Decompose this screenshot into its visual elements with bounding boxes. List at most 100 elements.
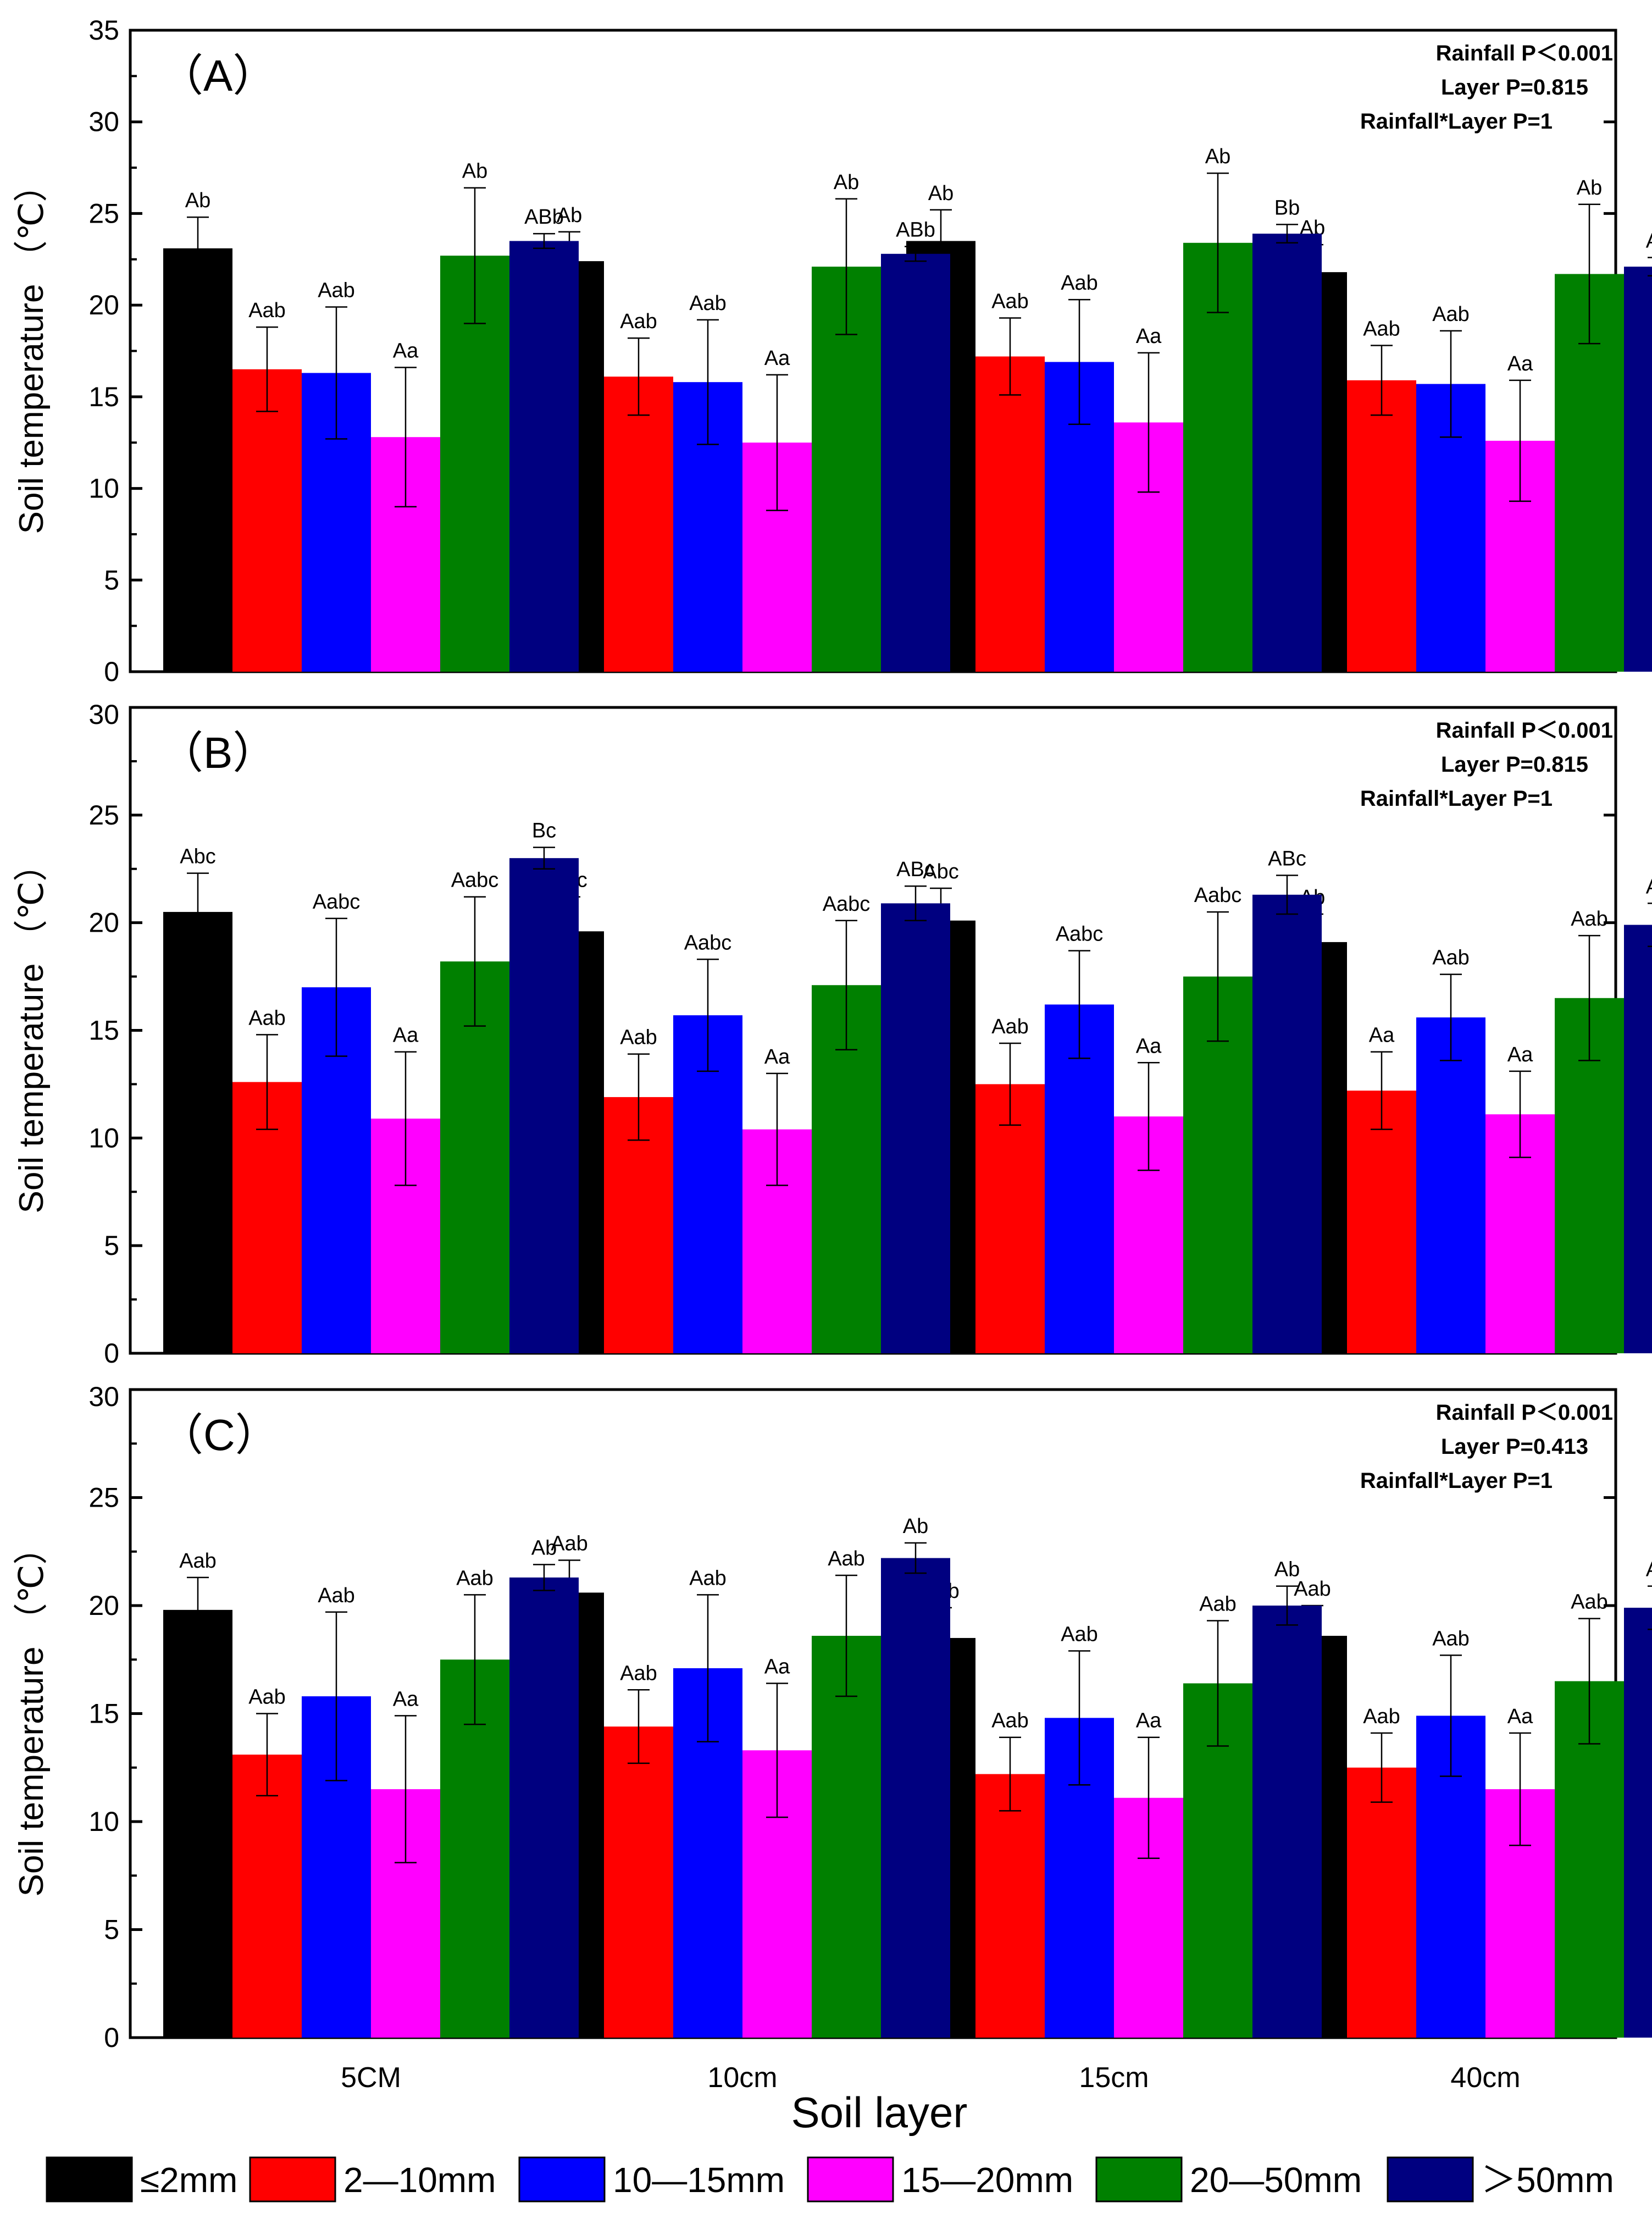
x-tick-label: 5CM [341,2062,401,2094]
y-tick-label: 20 [88,290,119,320]
y-tick-label: 35 [88,15,119,46]
y-tick-label: 15 [88,1698,119,1729]
y-tick-label: 25 [88,1482,119,1513]
significance-label: Aab [248,299,286,322]
bar [1252,1606,1322,2038]
significance-label: Aab [179,1550,217,1573]
significance-label: Aab [248,1006,286,1030]
significance-label: Aabc [313,890,361,914]
y-tick-label: 0 [104,656,119,687]
x-axis-title: Soil layer [791,2088,968,2137]
significance-label: Aab [620,310,657,333]
significance-label: Aab [318,1584,355,1607]
y-tick-label: 30 [88,107,119,137]
y-tick-label: 5 [104,565,119,595]
y-tick-label: 30 [88,699,119,730]
significance-label: Aa [1136,1034,1162,1058]
bar [440,256,509,672]
y-axis-title: Soil temperature （℃） [13,848,51,1214]
chart-panel-0: 0 5 10 15 20 25 30 35 Soil temperature （℃） （A） Rai… [13,15,1652,687]
stat-annotation: Rainfall P＜0.001 [1436,41,1613,65]
legend-label: ≤2mm [140,2160,237,2200]
panel-label: （B） [159,728,276,777]
bar [163,248,232,672]
stat-annotation: Rainfall*Layer P=1 [1360,787,1553,811]
y-axis-title: Soil temperature （℃） [13,1531,51,1897]
significance-label: Aabc [451,869,499,892]
significance-label: Ab [462,160,487,183]
legend-label: 15—20mm [901,2160,1073,2200]
legend-label: 2—10mm [343,2160,496,2200]
significance-label: Aa [764,347,790,370]
significance-label: Aab [620,1026,657,1049]
significance-label: Aab [1061,1623,1098,1646]
bar [1347,1767,1416,2038]
stat-annotation: Rainfall*Layer P=1 [1360,1469,1553,1493]
stat-annotation: Layer P=0.815 [1441,752,1588,777]
significance-label: Aab [1363,317,1400,340]
bar [232,369,302,672]
bar [509,241,579,672]
panel-label: （C） [159,1410,279,1459]
bar [881,903,950,1353]
y-tick-label: 25 [88,198,119,229]
significance-label: Aa [393,1687,419,1711]
bar [881,253,950,672]
panel-label: （A） [159,51,276,100]
legend-swatch [807,2156,894,2203]
significance-label: Aa [1136,1709,1162,1733]
significance-label: Aa [764,1655,790,1678]
significance-label: Aab [248,1686,286,1709]
significance-label: Ab [1646,875,1652,898]
significance-label: Aab [1432,947,1470,970]
significance-label: Aa [1507,1705,1533,1728]
significance-label: Aa [393,1024,419,1047]
y-tick-label: 20 [88,907,119,938]
significance-label: Aabc [1194,884,1242,907]
significance-label: Aab [689,292,727,315]
significance-label: Ab [1577,176,1602,200]
legend-label: 20—50mm [1190,2160,1362,2200]
y-tick-label: 10 [88,473,119,504]
significance-label: Aab [1363,1705,1400,1728]
chart-panel-2: 0 5 10 15 20 25 30 Soil temperature （℃） （C） Rainf… [13,1381,1652,2094]
bar [604,377,673,672]
significance-label: ABc [896,858,935,881]
bar [1416,1017,1485,1353]
significance-label: Aab [456,1567,494,1590]
significance-label: Ab [531,1536,557,1559]
legend-swatch [1095,2156,1183,2203]
legend-swatch [46,2156,133,2203]
y-tick-label: 0 [104,2022,119,2053]
bar [1183,242,1252,672]
y-tick-label: 20 [88,1590,119,1621]
significance-label: Aab [1199,1593,1237,1616]
x-tick-label: 15cm [1079,2062,1149,2094]
x-tick-label: 10cm [707,2062,777,2094]
bar [1624,925,1652,1353]
significance-label: Aa [764,1045,790,1069]
legend: ≤2mm 2—10mm 10—15mm 15—20mm 20—50mm ＞50mm [46,2156,1614,2203]
significance-label: Ab [834,171,859,194]
significance-label: Bc [532,820,556,843]
bar [232,1755,302,2038]
bar [975,1084,1045,1353]
significance-label: Abc [923,860,958,883]
significance-label: Ab [928,182,953,205]
chart-panels: 0 5 10 15 20 25 30 35 Soil temperature （℃） （A） Rai… [13,15,1652,2094]
significance-label: Ab [557,204,582,227]
significance-label: Aa [1136,325,1162,348]
significance-label: Ab [1205,145,1230,168]
bar [1624,1607,1652,2038]
significance-label: Aa [393,340,419,363]
y-axis-title: Soil temperature （℃） [13,168,51,534]
bar [1347,380,1416,672]
significance-label: Aab [991,290,1029,313]
bar [163,1609,232,2038]
significance-label: Ab [1274,1558,1300,1581]
y-tick-label: 15 [88,1015,119,1046]
significance-label: Aab [1571,907,1608,931]
significance-label: Aab [1432,1627,1470,1650]
legend-swatch [249,2156,336,2203]
